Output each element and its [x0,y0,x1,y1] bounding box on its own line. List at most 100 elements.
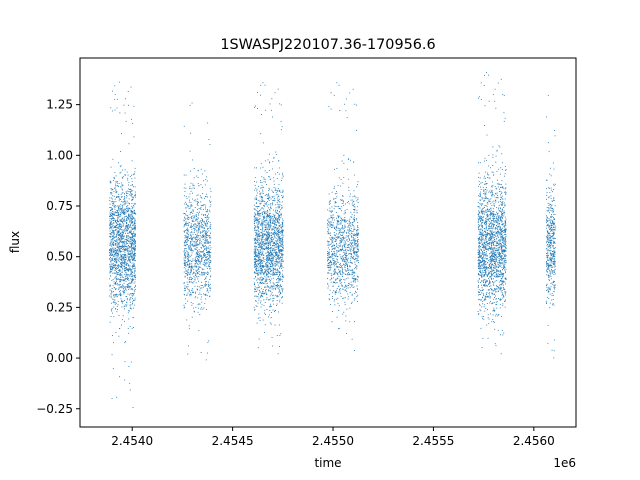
data-point [337,256,339,257]
data-point [254,266,255,268]
data-point [196,219,198,221]
data-point [117,278,119,279]
data-point [257,217,259,219]
data-point [126,222,128,223]
data-point [266,255,268,257]
data-point [121,209,123,211]
data-point [129,283,131,284]
data-point [117,255,119,257]
data-point [133,173,135,175]
data-point [112,203,114,205]
data-point [129,176,131,177]
data-point [265,243,267,245]
data-point [270,268,272,270]
data-point [263,244,264,246]
data-point [261,271,263,273]
data-point [340,249,341,251]
data-point [272,250,274,251]
data-point [130,194,132,196]
data-point [257,255,258,257]
data-point [260,272,262,274]
data-point [130,293,132,295]
data-point [272,254,274,256]
data-point [122,249,124,250]
data-point [350,199,352,201]
data-point [268,254,270,256]
data-point [133,248,135,250]
data-point [128,191,130,192]
data-point [201,226,203,228]
data-point [260,240,262,242]
data-point [279,225,280,227]
data-point [124,361,126,363]
data-point [122,279,124,281]
data-point [276,262,278,264]
data-point [191,252,193,254]
data-point [124,220,126,222]
data-point [119,280,121,282]
data-point [258,206,260,207]
data-point [131,271,133,273]
data-point [192,210,194,212]
data-point [112,236,113,237]
data-point [129,226,130,228]
data-point [334,268,336,270]
data-point [261,182,263,183]
data-point [121,287,123,289]
data-point [183,251,185,253]
data-point [111,207,112,209]
data-point [335,264,337,265]
data-point [204,240,206,242]
data-point [200,352,202,353]
data-point [281,247,283,249]
data-point [129,259,131,260]
data-point [131,237,133,239]
data-point [119,234,120,235]
data-point [276,243,278,244]
data-point [259,190,260,192]
data-point [110,181,112,183]
data-point [276,240,278,242]
data-point [255,213,257,215]
data-point [258,299,260,301]
data-point [333,251,335,253]
data-point [336,258,338,260]
data-point [127,273,129,275]
data-point [130,226,132,228]
data-point [189,264,191,266]
data-point [115,181,117,183]
data-point [258,252,260,254]
data-point [208,285,210,287]
data-point [200,226,202,228]
data-point [184,263,186,264]
data-point [262,295,264,297]
data-point [266,184,267,185]
data-point [131,203,133,204]
data-point [264,312,266,314]
data-point [133,262,135,264]
data-point [256,290,258,292]
data-point [266,232,268,234]
data-point [127,274,129,276]
data-point [340,292,341,294]
data-point [209,255,210,257]
data-point [188,205,190,207]
data-point [199,254,201,256]
data-point [112,236,114,237]
data-point [333,232,335,233]
data-point [110,275,112,277]
data-point [275,222,277,224]
data-point [134,276,136,278]
data-point [125,225,126,227]
data-point [123,280,125,282]
data-point [131,215,133,217]
data-point [340,234,341,236]
data-point [343,238,344,240]
data-point [261,176,263,178]
data-point [133,240,135,242]
data-point [329,249,330,251]
data-point [277,295,279,297]
data-point [207,272,209,273]
data-point [344,240,346,242]
data-point [127,174,129,176]
